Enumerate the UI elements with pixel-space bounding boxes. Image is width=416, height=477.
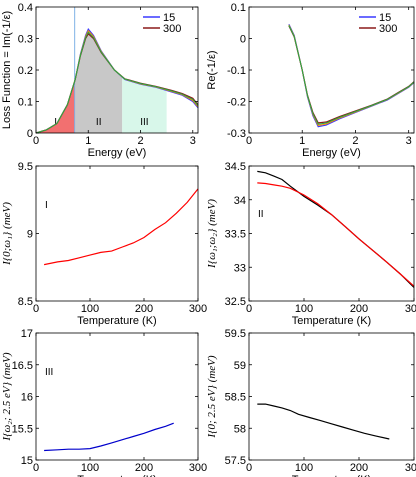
y-tick-label: 9.5 [18,161,33,173]
x-tick-label: 2 [352,135,358,147]
region-label-II: II [96,117,102,128]
y-tick-label: 59.5 [225,328,246,340]
y-tick-label: 34.5 [225,161,246,173]
y-axis-label: I{ω₂; 2.5 eV} (meV) [1,352,13,442]
y-tick-label: 8.5 [18,296,33,308]
y-tick-label: 15 [21,455,33,467]
panel-3: 0 100 200 300 8.5 9 9.5 Temperature (K) I{0;ω₁} … [1,161,207,327]
x-tick-label: 0 [246,303,252,315]
series-line-15 [288,24,415,128]
y-axis-label: I{0; 2.5 eV} (meV) [206,355,218,438]
legend-label-300: 300 [379,23,397,35]
x-tick-label: 300 [189,303,207,315]
x-tick-label: 300 [405,303,416,315]
x-tick-label: 3 [406,135,412,147]
y-tick-label: 33 [234,262,246,274]
y-tick-label: -0.2 [227,97,246,109]
x-tick-label: 1 [85,135,91,147]
x-tick-label: 300 [405,462,416,474]
plot-frame [248,332,415,461]
region-label-I: I [54,117,57,128]
x-tick-label: 100 [81,303,99,315]
y-tick-label: 0.1 [18,97,33,109]
x-tick-label: 0 [33,303,39,315]
x-tick-label: 200 [135,462,153,474]
y-tick-label: 58.5 [225,392,246,404]
y-tick-label: 15.5 [12,423,33,435]
panel-annotation: II [258,209,264,220]
x-axis-label: Temperature (K) [77,315,156,327]
x-tick-label: 0 [246,462,252,474]
y-tick-label: 33.5 [225,229,246,241]
panel-2: 0 1 2 3 -0.3 -0.2 -0.1 0 0.1 Energy (eV) Re(-1/ε) 1… [206,2,415,159]
series-line-mid-1 [288,24,415,126]
region-I [36,79,76,133]
legend-label-300: 300 [163,23,181,35]
y-axis-label: I{ω₁;ω₂} (meV) [206,199,218,269]
series-line-300 [288,25,415,124]
x-tick-label: 0 [246,135,252,147]
y-tick-label: 58 [234,423,246,435]
y-tick-label: 0.3 [18,34,33,46]
y-tick-label: 16.5 [12,360,33,372]
y-tick-label: -0.1 [227,65,246,77]
x-tick-label: 100 [295,462,313,474]
x-tick-label: 0 [33,462,39,474]
y-tick-label: 57.5 [225,455,246,467]
legend-label-15: 15 [379,12,391,24]
region-label-III: III [140,117,148,128]
region-II [75,29,123,133]
y-axis-label: Re(-1/ε) [206,50,218,89]
y-tick-label: 0.2 [18,65,33,77]
y-tick-label: 9 [27,229,33,241]
panel-annotation: III [45,367,53,378]
x-tick-label: 200 [135,303,153,315]
x-tick-label: 200 [350,462,368,474]
y-tick-label: 0 [240,34,246,46]
legend-label-15: 15 [163,12,175,24]
y-tick-label: -0.3 [227,128,246,140]
x-axis-label: Temperature (K) [292,315,371,327]
x-axis-label: Temperature (K) [77,474,156,477]
series-line-1 [257,170,415,288]
series-line-mid-2 [35,31,199,134]
series-line-1 [257,403,390,440]
y-tick-label: 32.5 [225,296,246,308]
y-tick-label: 34 [234,195,246,207]
x-tick-label: 0 [33,135,39,147]
series-line-1 [44,422,174,452]
panel-5: 0 100 200 300 15 15.5 16 16.5 17 Temperature (K) I… [1,328,207,477]
y-tick-label: 17 [21,328,33,340]
series-line-1 [43,188,199,266]
series-line-mid-2 [288,25,415,125]
x-tick-label: 2 [137,135,143,147]
plot-frame [248,165,415,302]
panel-6: 0 100 200 300 57.5 58 58.5 59 59.5 Temperature (K… [206,328,416,477]
panel-annotation: I [45,200,48,211]
x-tick-label: 300 [189,462,207,474]
x-axis-label: Energy (eV) [302,147,361,159]
panel-4: 0 100 200 300 32.5 33 33.5 34 34.5 Temperature (K… [206,161,416,327]
x-tick-label: 100 [81,462,99,474]
x-axis-label: Temperature (K) [292,474,371,477]
y-axis-label: I{0;ω₁} (meV) [1,202,13,266]
x-tick-label: 100 [295,303,313,315]
y-axis-label: Loss Function = Im(-1/ε) [1,11,13,129]
x-tick-label: 200 [350,303,368,315]
y-tick-label: 16 [21,392,33,404]
series-line-2 [257,182,415,287]
y-tick-label: 0.4 [18,2,33,14]
y-tick-label: 0.1 [231,2,246,14]
y-tick-label: 59 [234,360,246,372]
x-tick-label: 3 [190,135,196,147]
plot-frame [35,165,199,302]
x-axis-label: Energy (eV) [88,147,147,159]
y-tick-label: 0 [27,128,33,140]
region-III [122,77,167,133]
x-tick-label: 1 [299,135,305,147]
